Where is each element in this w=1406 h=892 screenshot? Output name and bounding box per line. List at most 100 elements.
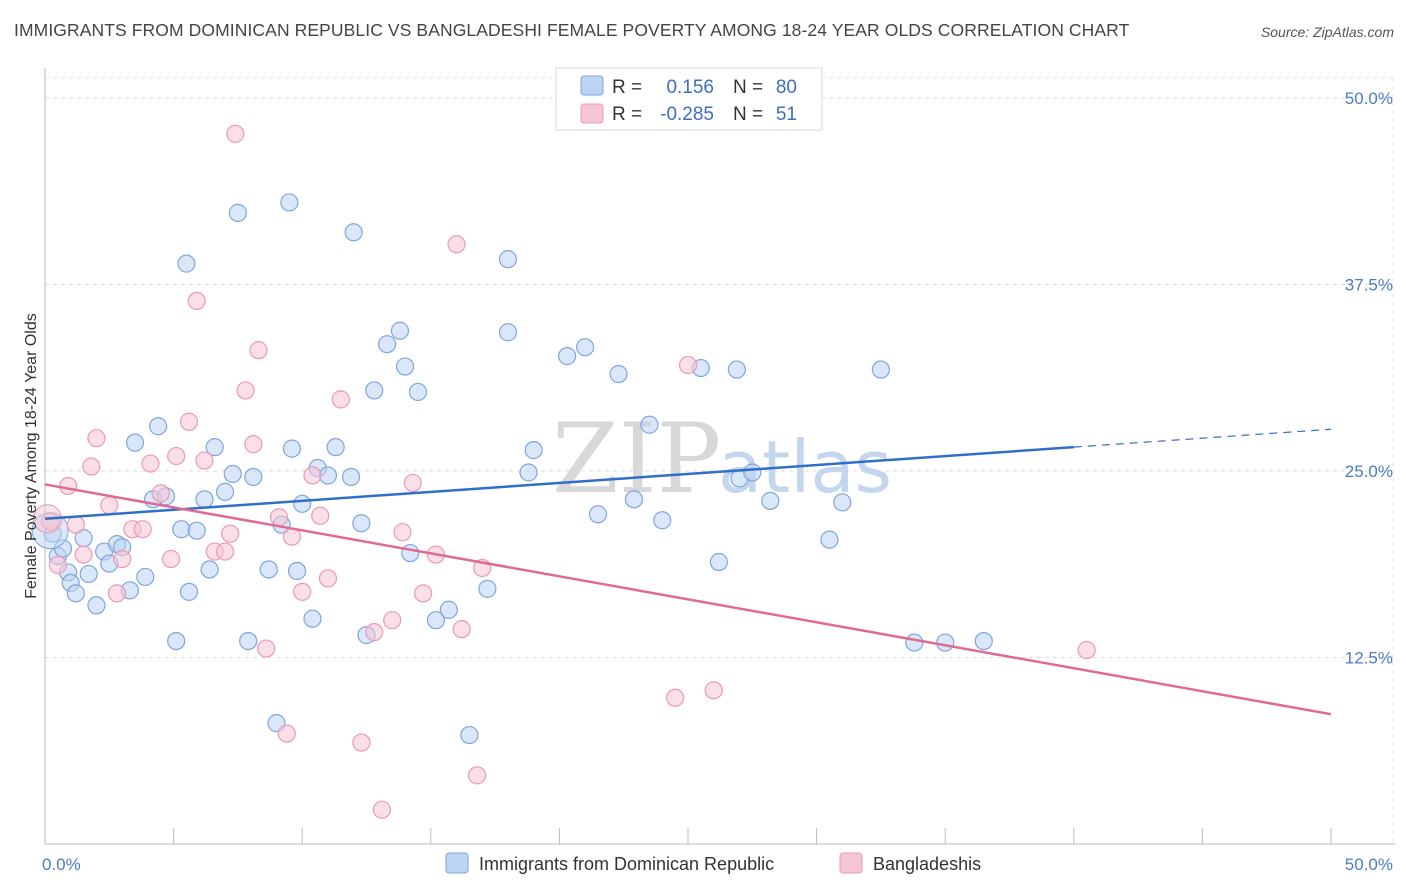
bangladeshi-point-9 xyxy=(113,549,132,569)
dominican-point-57 xyxy=(576,338,595,357)
dominican-point-40 xyxy=(341,467,361,487)
dominican-point-33 xyxy=(282,439,302,458)
chart-title: IMMIGRANTS FROM DOMINICAN REPUBLIC VS BA… xyxy=(14,20,1130,40)
dominican-point-44 xyxy=(377,335,397,354)
bangladeshi-point-23 xyxy=(236,381,255,400)
dominican-point-35 xyxy=(293,494,312,513)
dominican-point-15 xyxy=(136,567,155,587)
legend-pink-swatch xyxy=(580,103,604,124)
bangladeshi-point-4 xyxy=(74,545,93,564)
y-tick-label-0: 12.5% xyxy=(1345,649,1393,668)
dominican-point-78 xyxy=(177,254,196,273)
dominican-trend-extension xyxy=(1073,428,1332,448)
dominican-point-54 xyxy=(519,463,538,482)
dominican-point-59 xyxy=(609,364,628,384)
dominican-point-74 xyxy=(974,631,993,651)
bangladeshi-point-44 xyxy=(452,620,471,639)
dominican-point-52 xyxy=(478,579,497,598)
dominican-point-67 xyxy=(743,463,762,482)
dominican-point-8 xyxy=(87,596,106,615)
bangladeshi-point-6 xyxy=(87,429,106,448)
series-legend: Immigrants from Dominican Republic Bangl… xyxy=(445,852,981,874)
bangladeshi-point-45 xyxy=(467,766,487,785)
series-bangladeshis-points xyxy=(33,124,1096,819)
dominican-point-76 xyxy=(280,193,299,212)
dominican-point-62 xyxy=(653,511,672,530)
dominican-point-26 xyxy=(215,482,235,501)
dominican-point-70 xyxy=(833,493,852,512)
dominican-point-30 xyxy=(259,560,278,579)
bottom-legend-blue-swatch xyxy=(445,852,469,874)
bangladeshi-point-26 xyxy=(257,639,276,658)
dominican-point-51 xyxy=(460,725,479,745)
dominican-point-29 xyxy=(244,467,263,487)
bangladeshi-point-21 xyxy=(221,524,240,543)
legend-pink-r-label: R = xyxy=(612,104,642,125)
dominican-point-49 xyxy=(426,611,446,630)
legend-pink-r-value: -0.285 xyxy=(660,104,714,125)
bangladeshi-point-40 xyxy=(403,473,422,493)
dominican-point-75 xyxy=(344,223,363,242)
dominican-point-68 xyxy=(761,491,780,510)
bangladeshi-point-37 xyxy=(372,800,392,819)
dominican-point-38 xyxy=(318,466,338,485)
bangladeshi-point-35 xyxy=(352,733,371,752)
bangladeshi-point-31 xyxy=(303,466,322,485)
bangladeshi-point-34 xyxy=(331,390,350,409)
bangladeshi-point-25 xyxy=(249,341,268,360)
bangladeshi-point-48 xyxy=(678,355,698,375)
dominican-point-60 xyxy=(624,490,644,509)
bangladeshi-point-32 xyxy=(311,506,330,525)
dominican-point-22 xyxy=(187,521,206,540)
dominican-point-7 xyxy=(79,564,98,584)
dominican-point-19 xyxy=(167,631,186,651)
bangladeshi-point-39 xyxy=(393,523,412,542)
bottom-legend-blue-label: Immigrants from Dominican Republic xyxy=(479,854,774,874)
dominican-point-77 xyxy=(228,203,247,222)
dominican-point-21 xyxy=(179,582,199,601)
dominican-point-69 xyxy=(820,530,839,549)
x-tick-label-0: 0.0% xyxy=(42,855,81,874)
dominican-trend-line xyxy=(44,445,1074,520)
dominican-point-24 xyxy=(200,560,219,579)
dominican-point-41 xyxy=(352,514,371,533)
bottom-legend-pink-swatch xyxy=(839,852,863,874)
bangladeshi-point-49 xyxy=(704,681,723,700)
bangladeshi-point-22 xyxy=(226,124,245,143)
bangladeshi-point-24 xyxy=(244,435,263,454)
dominican-point-28 xyxy=(239,631,258,651)
legend-blue-swatch xyxy=(580,75,604,96)
trend-lines xyxy=(44,428,1332,716)
y-tick-label-3: 50.0% xyxy=(1345,89,1393,108)
dominican-point-53 xyxy=(498,323,518,342)
dominican-point-20 xyxy=(172,520,191,539)
dominican-point-50 xyxy=(439,600,458,619)
legend-pink-n-value: 51 xyxy=(776,104,797,125)
bangladeshi-point-41 xyxy=(413,584,433,603)
bangladeshi-point-33 xyxy=(318,569,338,588)
dominican-point-58 xyxy=(588,505,608,524)
bangladeshi-point-38 xyxy=(383,611,402,630)
legend-blue-r-label: R = xyxy=(612,77,642,98)
dominican-point-25 xyxy=(205,438,224,457)
dominican-point-48 xyxy=(408,382,428,402)
bangladeshi-point-28 xyxy=(277,724,296,743)
dominican-point-55 xyxy=(524,441,543,460)
bangladeshi-point-14 xyxy=(161,549,181,569)
bangladeshi-trend-line xyxy=(44,483,1332,716)
y-axis-title: Female Poverty Among 18-24 Year Olds xyxy=(23,313,40,599)
y-tick-label-2: 37.5% xyxy=(1345,276,1393,295)
dominican-point-64 xyxy=(709,552,728,572)
dominican-point-61 xyxy=(640,415,659,434)
bangladeshi-point-1 xyxy=(48,555,67,575)
bangladeshi-point-16 xyxy=(179,412,199,431)
source-label: Source: ZipAtlas.com xyxy=(1260,24,1394,40)
dominican-point-45 xyxy=(390,321,410,340)
bangladeshi-point-8 xyxy=(107,584,127,603)
bangladeshi-point-11 xyxy=(133,520,152,539)
bangladeshi-point-3 xyxy=(66,515,85,534)
legend-pink-n-label: N = xyxy=(733,104,763,125)
axes xyxy=(44,68,1395,845)
x-tick-labels: 0.0% 50.0% xyxy=(42,855,1393,874)
dominican-point-23 xyxy=(195,490,214,509)
